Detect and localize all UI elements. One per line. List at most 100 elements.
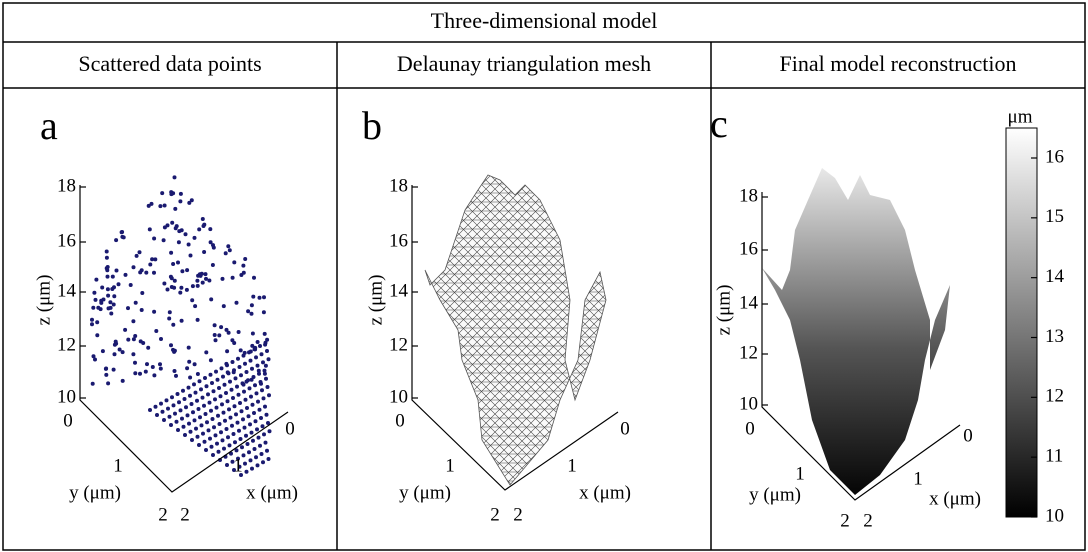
data-point [120,234,125,239]
data-point [167,310,172,315]
data-point [235,384,239,389]
data-point [213,338,218,343]
y-tick-label: 0 [395,410,405,431]
data-point [261,460,265,465]
data-point [250,331,255,336]
data-point [131,319,136,324]
data-point [249,303,254,308]
data-point [148,262,153,267]
data-point [171,322,176,327]
data-point [158,366,163,371]
data-point [162,418,166,422]
data-point [228,415,233,420]
data-point [262,331,267,336]
data-point [224,327,229,332]
colorbar-tick-label: 11 [1045,446,1063,467]
data-point [133,334,138,338]
colorbar [1005,127,1038,518]
data-point [199,271,204,276]
data-point [188,253,193,258]
colorbar-tick-label: 15 [1045,206,1064,227]
data-point [234,448,239,453]
x-axis-label: x (μm) [579,482,631,503]
data-point [169,423,173,427]
data-point [263,404,267,409]
data-point [262,295,266,300]
data-point [173,226,178,231]
z-tick-label: 10 [739,393,758,414]
data-point [248,358,253,363]
data-point [229,387,234,392]
data-point [230,338,235,343]
data-point [221,304,226,309]
data-point [133,371,138,376]
x-axis-label: x (μm) [246,482,298,503]
data-point [131,352,136,357]
data-point [158,362,162,367]
data-point [173,411,177,416]
z-tick-label: 12 [739,342,758,363]
data-point [191,410,195,415]
data-point [91,354,96,359]
data-point [179,318,184,323]
data-point [246,309,251,314]
data-point [250,343,255,348]
data-point [267,429,272,434]
data-point [231,432,236,436]
data-point [214,405,219,410]
data-point [139,308,144,312]
data-point [238,401,242,405]
y-tick-label: 2 [490,504,500,525]
data-point [262,432,266,437]
data-point [265,337,270,342]
data-point [242,350,247,355]
z-tick-label: 16 [57,230,76,251]
data-point [207,278,212,283]
data-point [110,274,115,279]
data-point [254,355,258,360]
data-point [200,280,205,285]
data-point [218,394,223,399]
data-point [214,369,218,374]
data-point [187,359,192,364]
data-point [211,453,215,457]
data-point [176,428,180,432]
data-point [111,302,116,307]
data-point [150,257,155,262]
data-point [190,284,195,289]
data-point [255,427,259,432]
data-point [224,361,229,366]
data-point [202,250,207,254]
data-point [250,366,254,371]
data-point [150,365,155,369]
data-point [239,373,243,378]
data-point [251,294,256,299]
x-tick-label: 0 [620,418,630,439]
data-point [196,407,201,411]
data-point [171,262,176,266]
data-point [133,360,137,365]
data-point [203,412,208,416]
data-point [243,257,248,261]
data-point [259,381,263,386]
data-point [140,291,145,295]
data-point [244,379,249,384]
data-point [202,439,207,444]
data-point [178,191,183,196]
data-point [178,199,183,204]
data-point [215,377,220,382]
data-point [240,445,244,450]
data-point [226,435,230,440]
data-point [235,420,240,425]
colorbar-tick-label: 16 [1045,146,1064,167]
data-point [104,266,109,271]
data-point [217,333,222,338]
data-point [186,345,191,350]
axis-line [79,185,289,493]
data-point [265,448,269,453]
data-point [213,433,218,438]
data-point [126,306,130,311]
data-point [251,438,255,443]
data-point [177,400,181,405]
